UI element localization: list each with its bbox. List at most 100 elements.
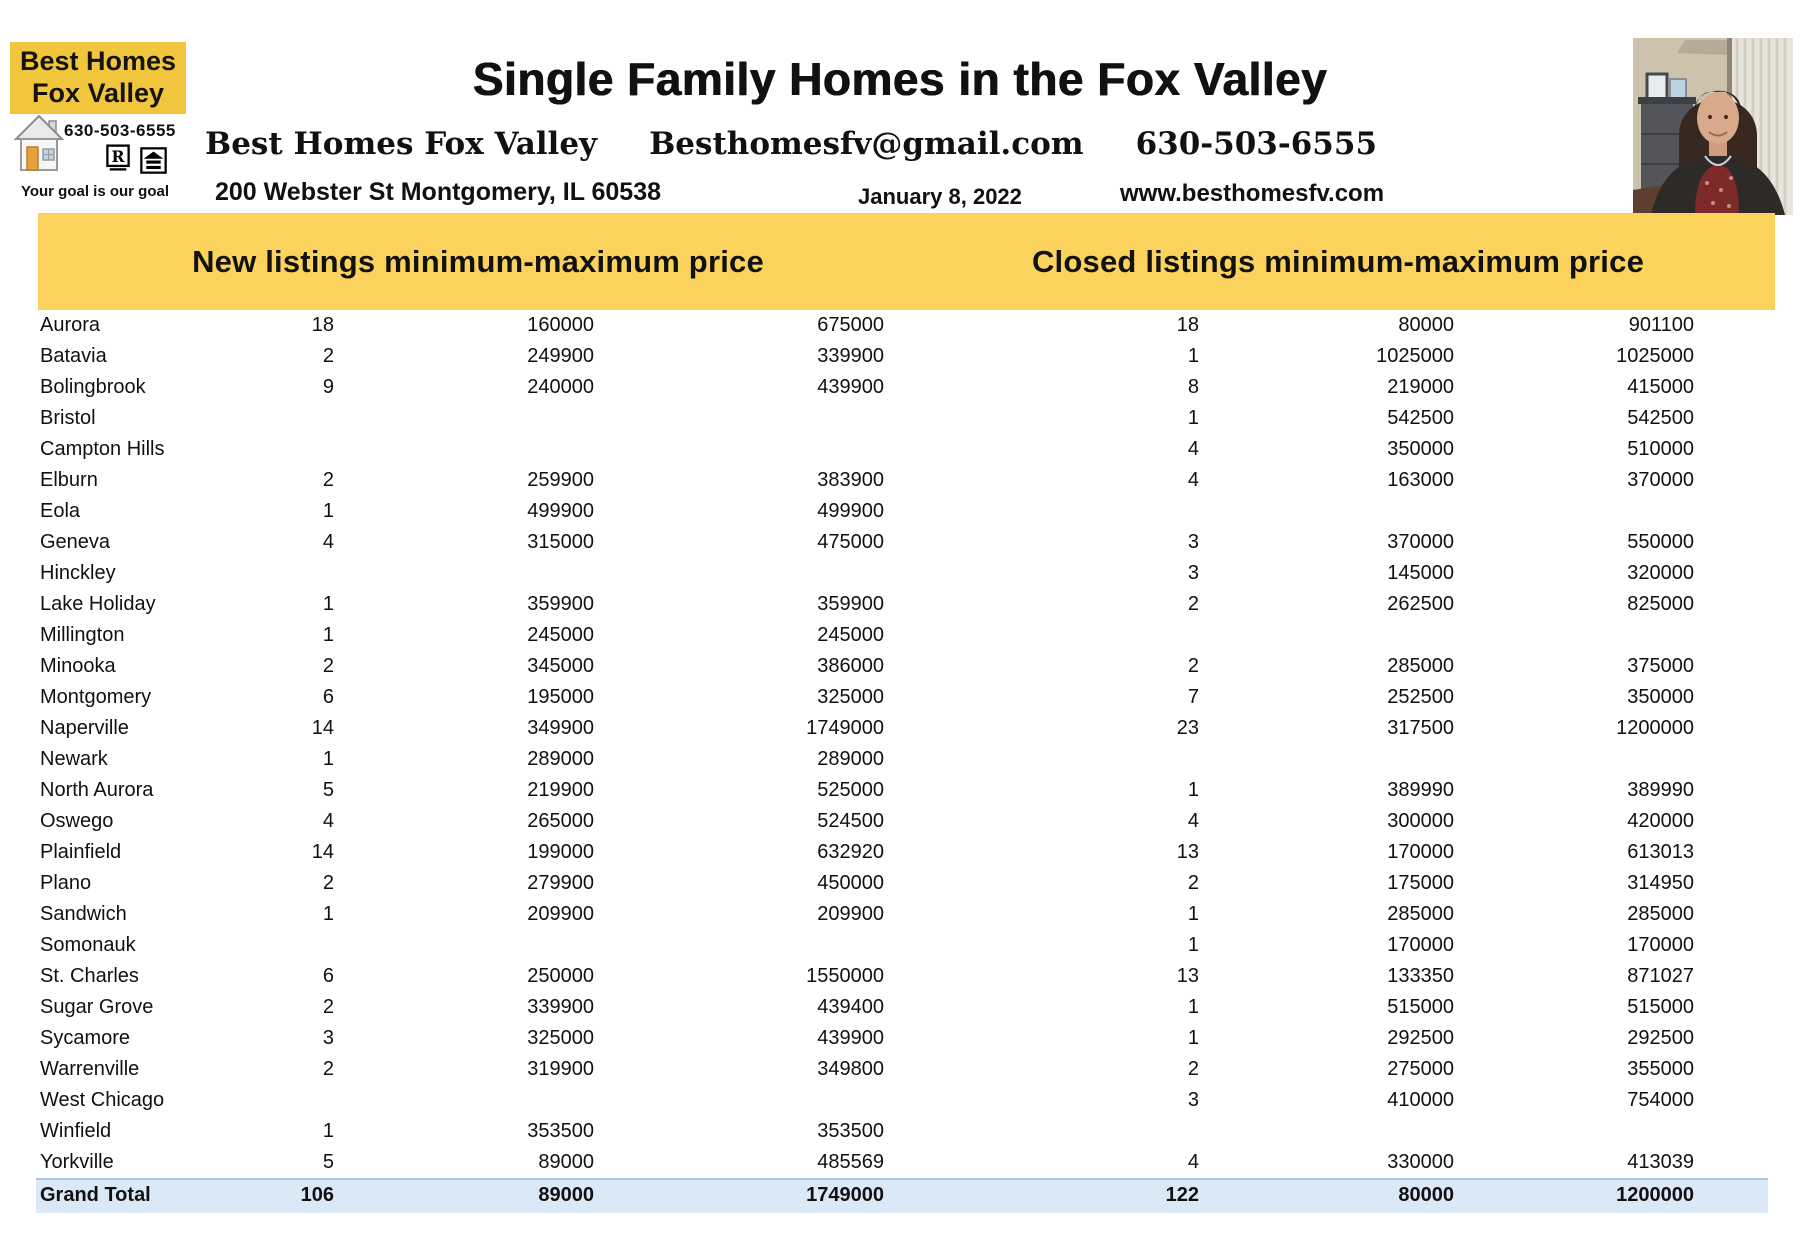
new-min-price <box>334 403 594 434</box>
new-max-price: 439900 <box>817 376 884 398</box>
closed-max-price: 375000 <box>1627 655 1694 677</box>
closed-max-price: 1200000 <box>1616 1184 1694 1206</box>
table-row: St. Charles 6 250000 1550000 13 133350 871027 <box>36 961 1768 992</box>
city-name: Millington <box>40 624 125 646</box>
table-row: Hinckley 3 145000 320000 <box>36 558 1768 589</box>
row-spacer <box>1694 1085 1768 1116</box>
closed-count <box>884 620 1199 651</box>
new-min-price: 199000 <box>527 841 594 863</box>
city-name: Montgomery <box>40 686 152 708</box>
city-name: Warrenville <box>40 1058 140 1080</box>
city-name: Bolingbrook <box>40 376 146 398</box>
closed-count: 23 <box>1176 717 1199 739</box>
closed-max-price: 314950 <box>1627 872 1694 894</box>
row-spacer <box>1694 341 1768 372</box>
new-max-price: 524500 <box>817 810 884 832</box>
closed-min-price: 515000 <box>1387 996 1454 1018</box>
logo-line2: Fox Valley <box>31 78 165 108</box>
closed-count: 4 <box>1187 438 1199 460</box>
new-min-price: 325000 <box>527 1027 594 1049</box>
table-row: Aurora 18 160000 675000 18 80000 901100 <box>36 310 1768 341</box>
row-spacer <box>1694 744 1768 775</box>
new-count: 6 <box>322 965 334 987</box>
city-name: Naperville <box>40 717 129 739</box>
page-title: Single Family Homes in the Fox Valley <box>472 53 1328 105</box>
table-row: Millington 1 245000 245000 <box>36 620 1768 651</box>
new-min-price: 345000 <box>527 655 594 677</box>
new-max-price: 439400 <box>817 996 884 1018</box>
closed-min-price: 317500 <box>1387 717 1454 739</box>
new-count: 14 <box>311 717 334 739</box>
new-max-price: 1550000 <box>806 965 884 987</box>
new-count: 1 <box>322 500 334 522</box>
table-row: Plano 2 279900 450000 2 175000 314950 <box>36 868 1768 899</box>
closed-count: 13 <box>1176 965 1199 987</box>
new-min-price <box>334 1085 594 1116</box>
city-name: Lake Holiday <box>40 593 156 615</box>
closed-min-price: 285000 <box>1387 903 1454 925</box>
new-min-price: 315000 <box>527 531 594 553</box>
new-count <box>284 403 334 434</box>
grand-total-row: Grand Total 106 89000 1749000 122 80000 120000… <box>36 1178 1768 1213</box>
new-min-price: 259900 <box>527 469 594 491</box>
new-count: 14 <box>311 841 334 863</box>
closed-count: 4 <box>1187 469 1199 491</box>
closed-max-price: 1200000 <box>1616 717 1694 739</box>
row-spacer <box>1694 775 1768 806</box>
closed-count: 1 <box>1187 345 1199 367</box>
closed-max-price <box>1454 620 1694 651</box>
row-spacer <box>1694 1147 1768 1178</box>
table-row: North Aurora 5 219900 525000 1 389990 389990 <box>36 775 1768 806</box>
new-max-price: 383900 <box>817 469 884 491</box>
city-name: Grand Total <box>40 1184 151 1206</box>
closed-count: 18 <box>1176 314 1199 336</box>
row-spacer <box>1694 310 1768 341</box>
new-max-price: 675000 <box>817 314 884 336</box>
table-row: Minooka 2 345000 386000 2 285000 375000 <box>36 651 1768 682</box>
new-count: 18 <box>311 314 334 336</box>
closed-max-price: 389990 <box>1627 779 1694 801</box>
closed-min-price: 80000 <box>1398 314 1454 336</box>
new-min-price: 279900 <box>527 872 594 894</box>
new-min-price <box>334 434 594 465</box>
city-name: North Aurora <box>40 779 154 801</box>
row-spacer <box>1694 434 1768 465</box>
row-spacer <box>1694 992 1768 1023</box>
closed-count: 2 <box>1187 1058 1199 1080</box>
new-min-price <box>334 558 594 589</box>
new-max-price <box>594 434 884 465</box>
closed-min-price: 170000 <box>1387 841 1454 863</box>
equal-housing-icon <box>140 147 167 179</box>
closed-count: 2 <box>1187 593 1199 615</box>
table-row: Bolingbrook 9 240000 439900 8 219000 415000 <box>36 372 1768 403</box>
city-name: Sugar Grove <box>40 996 154 1018</box>
closed-count: 4 <box>1187 810 1199 832</box>
row-spacer <box>1694 1023 1768 1054</box>
row-spacer <box>1694 496 1768 527</box>
row-spacer <box>1694 682 1768 713</box>
closed-max-price: 420000 <box>1627 810 1694 832</box>
city-name: Aurora <box>40 314 101 336</box>
new-min-price: 289000 <box>527 748 594 770</box>
new-count: 2 <box>322 1058 334 1080</box>
table-row: Bristol 1 542500 542500 <box>36 403 1768 434</box>
new-min-price: 195000 <box>527 686 594 708</box>
city-name: Newark <box>40 748 108 770</box>
closed-max-price: 292500 <box>1627 1027 1694 1049</box>
closed-max-price: 320000 <box>1627 562 1694 584</box>
row-spacer <box>1694 465 1768 496</box>
closed-max-price <box>1454 744 1694 775</box>
closed-min-price: 350000 <box>1387 438 1454 460</box>
closed-max-price: 370000 <box>1627 469 1694 491</box>
closed-count: 1 <box>1187 996 1199 1018</box>
new-count <box>284 1085 334 1116</box>
new-count: 3 <box>322 1027 334 1049</box>
row-spacer <box>1694 1054 1768 1085</box>
new-max-price: 499900 <box>817 500 884 522</box>
closed-count: 4 <box>1187 1151 1199 1173</box>
closed-count: 3 <box>1187 531 1199 553</box>
new-max-price: 485569 <box>817 1151 884 1173</box>
city-name: Geneva <box>40 531 111 553</box>
closed-max-price: 901100 <box>1628 314 1694 336</box>
company-logo: Best Homes Fox Valley <box>10 42 186 114</box>
